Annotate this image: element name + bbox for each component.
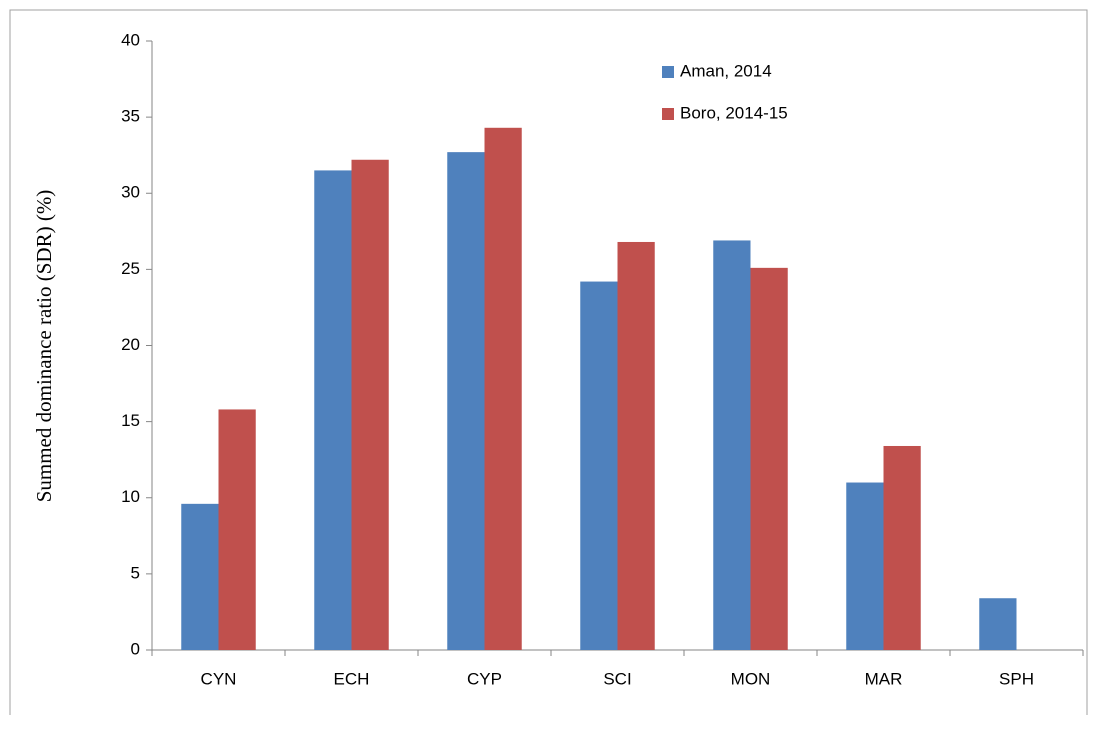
bar <box>883 445 921 650</box>
bar <box>580 281 618 650</box>
x-tick-label: MAR <box>865 669 903 688</box>
legend-swatch <box>662 108 674 120</box>
bar <box>979 598 1017 650</box>
bar <box>617 241 655 650</box>
x-tick-label: SPH <box>999 669 1034 688</box>
y-tick-label: 5 <box>131 563 140 582</box>
y-tick-label: 40 <box>121 30 140 49</box>
bar <box>181 503 219 650</box>
y-tick-label: 30 <box>121 183 140 202</box>
y-tick-label: 25 <box>121 259 140 278</box>
bar <box>351 159 389 650</box>
chart-border <box>9 9 1088 715</box>
x-tick-label: SCI <box>603 669 631 688</box>
bar <box>314 170 352 650</box>
y-tick-label: 35 <box>121 107 140 126</box>
legend-label: Boro, 2014-15 <box>680 103 788 122</box>
x-tick-label: MON <box>731 669 771 688</box>
bar <box>846 482 884 650</box>
x-tick-label: CYP <box>467 669 502 688</box>
bar <box>750 267 788 650</box>
y-tick-label: 20 <box>121 335 140 354</box>
y-tick-label: 15 <box>121 411 140 430</box>
y-axis-label: Summed dominance ratio (SDR) (%) <box>32 190 56 503</box>
bar <box>447 152 485 650</box>
x-tick-label: ECH <box>334 669 370 688</box>
legend-swatch <box>662 66 674 78</box>
y-tick-label: 10 <box>121 487 140 506</box>
bar <box>713 240 751 650</box>
x-tick-label: CYN <box>201 669 237 688</box>
bar <box>484 127 522 651</box>
legend-label: Aman, 2014 <box>680 61 772 80</box>
bar <box>218 409 256 650</box>
y-tick-label: 0 <box>131 639 140 658</box>
